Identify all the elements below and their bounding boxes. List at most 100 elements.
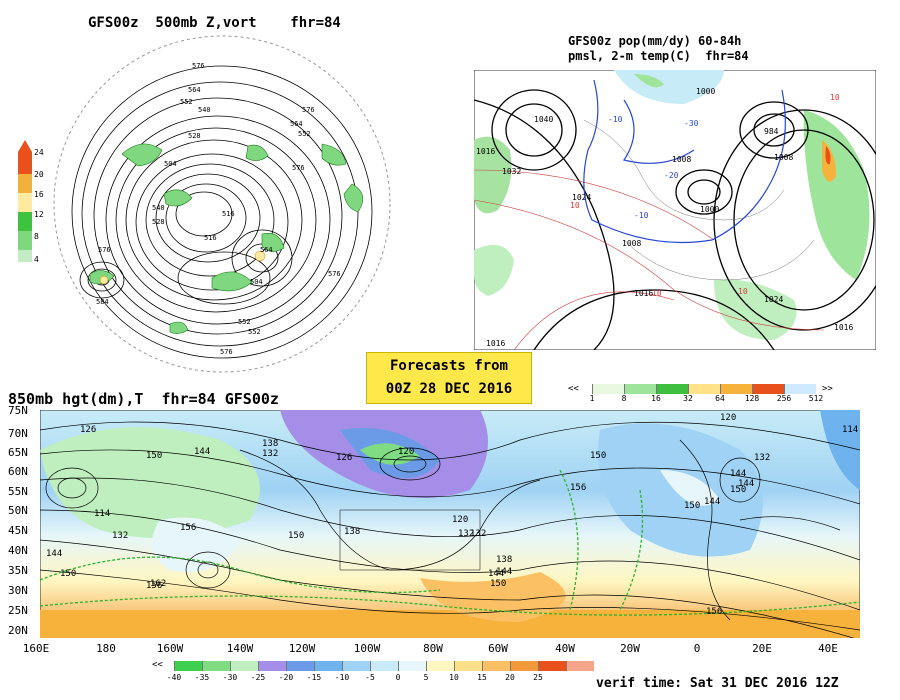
svg-text:576: 576 [328, 270, 341, 278]
temp-swatch [202, 661, 230, 671]
pop-colorbar-swatches [592, 384, 816, 394]
pmsl-coastlines [583, 119, 815, 281]
pmsl-precip-shading [474, 70, 870, 340]
temp-swatch [174, 661, 202, 671]
lat-label: 45N [8, 524, 28, 537]
pmsl-isobars [474, 89, 876, 350]
lon-label: 40W [555, 642, 575, 655]
pop-tick: 16 [651, 394, 661, 403]
forecast-init-line2: 00Z 28 DEC 2016 [385, 381, 513, 397]
vort-tick: 20 [34, 170, 44, 179]
hgt850-panel-title: 850mb hgt(dm),T fhr=84 GFS00z [8, 390, 279, 408]
temp-swatch [566, 661, 594, 671]
svg-text:1016: 1016 [476, 147, 495, 156]
svg-text:1024: 1024 [572, 193, 591, 202]
pop-colorbar-left-arrow: << [568, 384, 579, 394]
pop-tick: 128 [744, 394, 760, 403]
temp-swatch [538, 661, 566, 671]
temp-swatch [342, 661, 370, 671]
svg-text:120: 120 [398, 447, 414, 457]
svg-text:156: 156 [146, 581, 162, 591]
vort-colorbar [18, 140, 32, 262]
temp-tick: 10 [449, 673, 459, 682]
svg-text:564: 564 [188, 86, 201, 94]
temp-swatch [426, 661, 454, 671]
temp-tick: -30 [222, 673, 238, 682]
svg-text:984: 984 [764, 127, 779, 136]
vort-swatch-16 [18, 193, 32, 212]
hgt850-contour-labels: 126 144 150 138 132 126 120 138 150 156 … [46, 413, 858, 617]
svg-text:576: 576 [220, 348, 233, 356]
svg-text:150: 150 [146, 451, 162, 461]
svg-text:10: 10 [830, 93, 840, 102]
lon-label: 140W [226, 642, 254, 655]
temp-tick: 15 [477, 673, 487, 682]
pmsl-freezing-line [583, 79, 786, 244]
svg-text:504: 504 [250, 278, 263, 286]
svg-text:144: 144 [730, 469, 746, 479]
pop-tick: 64 [715, 394, 725, 403]
hgt850-temp-contours [40, 469, 860, 616]
vort-tick: 24 [34, 148, 44, 157]
svg-text:150: 150 [590, 451, 606, 461]
lat-label: 30N [8, 584, 28, 597]
svg-text:150: 150 [730, 485, 746, 495]
svg-text:1016: 1016 [486, 339, 505, 348]
svg-text:132: 132 [470, 529, 486, 539]
vort-tick: 16 [34, 190, 44, 199]
pop-tick: 256 [776, 394, 792, 403]
svg-text:150: 150 [684, 501, 700, 511]
svg-text:516: 516 [222, 210, 235, 218]
vort-swatch-8 [18, 231, 32, 250]
svg-text:-30: -30 [684, 119, 699, 128]
pop-tick: 8 [621, 394, 627, 403]
pmsl-map: 1040 1032 1016 1024 1008 1000 984 1008 1… [474, 70, 876, 350]
temp-swatch [230, 661, 258, 671]
svg-text:144: 144 [194, 447, 210, 457]
svg-text:156: 156 [180, 523, 196, 533]
temp-swatch [398, 661, 426, 671]
vort-tick: 4 [34, 255, 39, 264]
svg-text:162: 162 [150, 579, 166, 589]
temp-colorbar: << -40 -35 -30 -25 -20 -15 -10 -5 0 5 10 15 20 25 [152, 660, 594, 686]
temp-swatch [482, 661, 510, 671]
temp-colorbar-left-arrow: << [152, 660, 163, 670]
lon-label: 60W [488, 642, 508, 655]
svg-text:1008: 1008 [622, 239, 641, 248]
pop-tick: 1 [589, 394, 595, 403]
svg-text:528: 528 [188, 132, 201, 140]
vort-swatch-12 [18, 212, 32, 231]
lat-label: 75N [8, 404, 28, 417]
lat-label: 50N [8, 504, 28, 517]
lon-label: 120W [288, 642, 316, 655]
lon-label: 20E [752, 642, 772, 655]
vort-swatch-20 [18, 174, 32, 193]
pop-tick: 32 [683, 394, 693, 403]
svg-text:1040: 1040 [534, 115, 553, 124]
vort-swatch-24 [18, 152, 32, 174]
hemisphere-height-contours [71, 65, 373, 359]
lon-label: 0 [693, 642, 701, 655]
hemisphere-boundary [53, 35, 391, 373]
svg-text:144: 144 [738, 479, 754, 489]
lat-label: 65N [8, 446, 28, 459]
svg-text:120: 120 [720, 413, 736, 423]
vort-colorbar-swatches [18, 140, 32, 262]
svg-text:-10: -10 [634, 211, 649, 220]
svg-text:126: 126 [80, 425, 96, 435]
hgt850-coastlines [239, 439, 841, 621]
pop-swatch [656, 384, 688, 394]
lon-label: 160E [22, 642, 50, 655]
temp-swatch [370, 661, 398, 671]
svg-text:126: 126 [336, 453, 352, 463]
temp-swatch [286, 661, 314, 671]
vort-colorbar-arrow [18, 140, 32, 152]
hgt850-height-contours [40, 421, 860, 638]
temp-tick: -10 [334, 673, 350, 682]
svg-text:1016: 1016 [834, 323, 853, 332]
temp-tick: -20 [278, 673, 294, 682]
hemisphere-contour-labels: 576 564 552 540 528 516 504 576 564 552 … [96, 62, 341, 356]
svg-text:540: 540 [152, 204, 165, 212]
svg-text:132: 132 [458, 529, 474, 539]
lat-label: 60N [8, 465, 28, 478]
